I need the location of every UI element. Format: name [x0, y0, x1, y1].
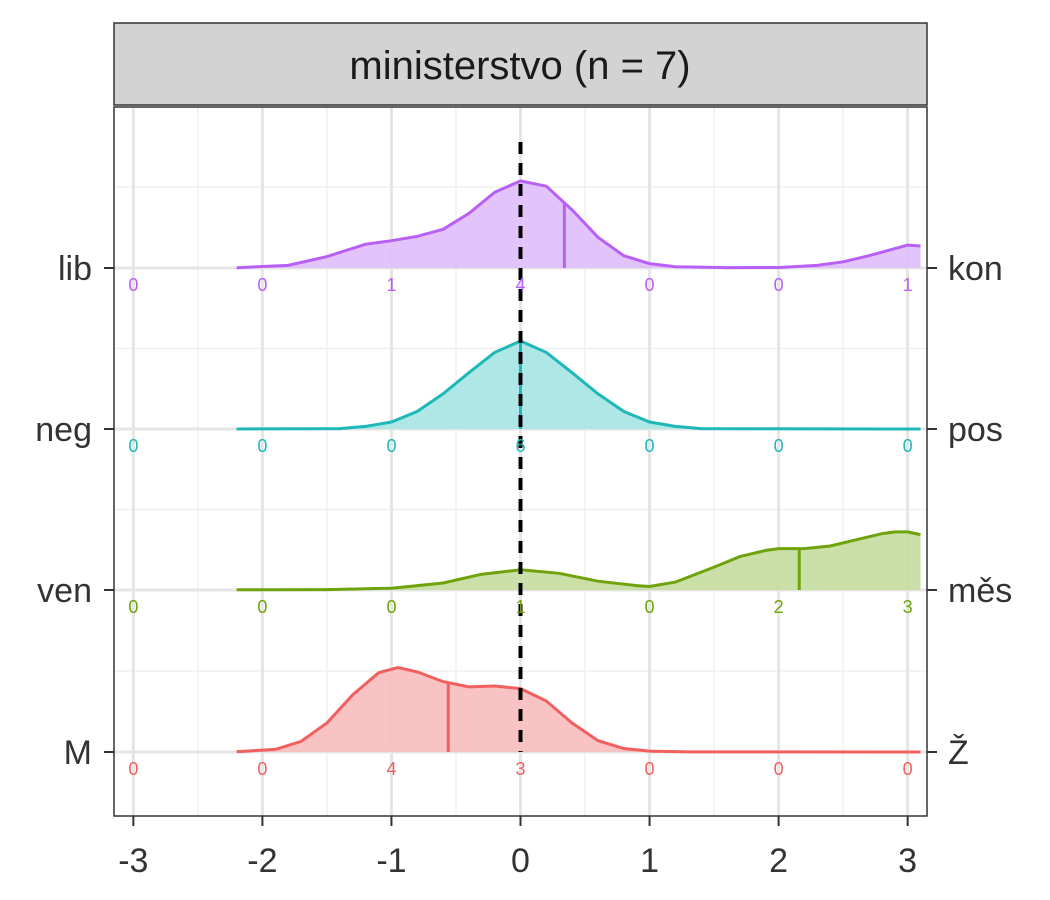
count-label: 0 — [774, 275, 784, 295]
count-label: 4 — [515, 275, 525, 295]
count-label: 0 — [128, 275, 138, 295]
x-tick-label: -1 — [376, 842, 406, 880]
ridge-M — [236, 665, 921, 754]
count-label: 0 — [128, 597, 138, 617]
x-axis: -3 -2 -1 0 1 2 3 — [118, 816, 917, 880]
count-label: 0 — [257, 275, 267, 295]
count-label: 0 — [128, 759, 138, 779]
count-label: 0 — [257, 759, 267, 779]
count-label: 6 — [515, 436, 525, 456]
ridge-ven — [236, 530, 921, 592]
y-label-left: neg — [35, 411, 92, 449]
x-tick-label: 0 — [511, 842, 530, 880]
ridges — [236, 179, 921, 754]
count-label: 2 — [774, 597, 784, 617]
x-tick-label: -3 — [118, 842, 148, 880]
count-label: 1 — [903, 275, 913, 295]
density-area — [236, 531, 921, 590]
density-area — [236, 341, 921, 429]
count-labels: 0 0 1 4 0 0 1 0 0 0 6 0 0 0 0 0 0 1 0 2 3 0 0 4 3 0 0 0 — [128, 275, 912, 779]
y-label-left: lib — [58, 250, 92, 288]
strip-header: ministerstvo (n = 7) — [113, 22, 928, 106]
count-label: 0 — [774, 436, 784, 456]
count-label: 0 — [903, 436, 913, 456]
count-label: 3 — [515, 759, 525, 779]
y-label-left: M — [64, 734, 92, 772]
count-label: 0 — [903, 759, 913, 779]
count-label: 1 — [386, 275, 396, 295]
x-tick-label: 2 — [769, 842, 788, 880]
count-label: 0 — [645, 759, 655, 779]
strip-background — [113, 22, 928, 106]
y-label-right: kon — [948, 250, 1003, 288]
density-line — [236, 179, 921, 270]
count-label: 0 — [774, 759, 784, 779]
x-tick-label: 3 — [898, 842, 917, 880]
density-line — [236, 530, 921, 592]
count-label: 0 — [645, 275, 655, 295]
count-label: 4 — [386, 759, 396, 779]
count-label: 3 — [903, 597, 913, 617]
density-line — [236, 665, 921, 754]
y-axis-left: lib neg ven M — [35, 250, 114, 772]
count-label: 0 — [386, 436, 396, 456]
density-area — [236, 667, 921, 752]
x-tick-label: 1 — [640, 842, 659, 880]
count-label: 0 — [257, 597, 267, 617]
y-axis-right: kon pos měs Ž — [927, 250, 1012, 772]
count-label: 0 — [645, 436, 655, 456]
density-area — [236, 180, 921, 268]
count-label: 0 — [257, 436, 267, 456]
count-label: 0 — [386, 597, 396, 617]
y-label-right: Ž — [948, 734, 969, 772]
count-label: 0 — [645, 597, 655, 617]
x-tick-label: -2 — [247, 842, 277, 880]
count-label: 1 — [515, 597, 525, 617]
y-label-right: měs — [948, 572, 1012, 610]
panel-title: ministerstvo (n = 7) — [349, 44, 690, 88]
y-label-left: ven — [37, 572, 92, 610]
ridge-lib — [236, 179, 921, 270]
y-label-right: pos — [948, 411, 1003, 449]
count-label: 0 — [128, 436, 138, 456]
